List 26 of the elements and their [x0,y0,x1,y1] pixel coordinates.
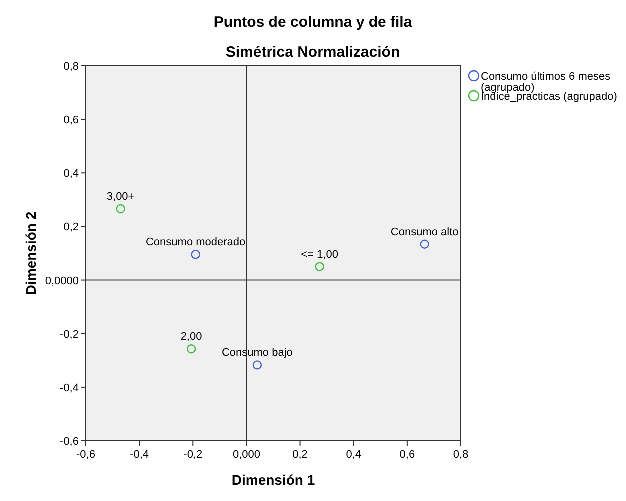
chart-title: Puntos de columna y de fila [214,14,413,31]
y-tick-label: 0,4 [64,168,79,180]
annotation: 3,00+ [106,191,135,204]
annotation: 2,00 [180,331,202,344]
y-tick-label: -0,2 [60,328,79,341]
y-tick-label: 0,6 [64,114,79,127]
x-tick-label: 0,000 [232,449,260,461]
y-tick-label: 0,0000 [45,275,79,288]
legend-label: Indice_practicas (agrupado) [481,91,618,103]
chart-subtitle: Simétrica Normalización [226,44,400,61]
y-tick-label: -0,4 [60,382,79,394]
y-tick-label: 0,8 [64,61,79,73]
x-tick-label: -0,6 [76,449,96,461]
x-tick-label: -0,2 [184,449,203,461]
annotation: Consumo moderado [146,236,246,249]
y-tick-label: -0,6 [60,436,79,448]
annotation: <= 1,00 [301,248,339,261]
x-tick-label: 0,4 [346,449,362,461]
y-axis-title: Dimensión 2 [23,212,39,296]
x-axis-title: Dimensión 1 [232,472,316,488]
x-tick-label: 0,2 [292,449,308,461]
x-tick-label: 0,8 [453,449,469,461]
y-tick-label: 0,2 [64,222,79,234]
annotation: Consumo alto [390,226,459,238]
x-tick-label: -0,4 [130,449,150,461]
x-tick-label: 0,6 [400,449,416,461]
